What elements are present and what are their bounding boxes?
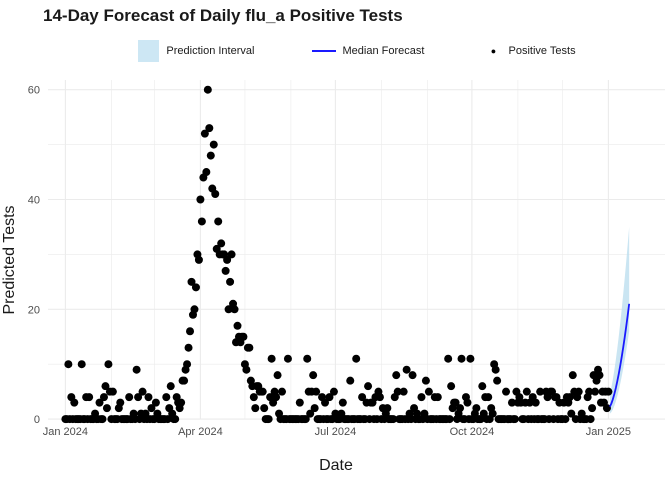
svg-text:Jul 2024: Jul 2024 — [315, 426, 357, 438]
svg-text:40: 40 — [28, 195, 40, 207]
svg-text:60: 60 — [28, 85, 40, 97]
svg-text:Jan 2024: Jan 2024 — [43, 426, 88, 438]
svg-text:Jan 2025: Jan 2025 — [586, 426, 631, 438]
svg-text:0: 0 — [34, 414, 40, 426]
svg-text:Apr 2024: Apr 2024 — [178, 426, 223, 438]
svg-text:20: 20 — [28, 304, 40, 316]
svg-text:Oct 2024: Oct 2024 — [450, 426, 495, 438]
